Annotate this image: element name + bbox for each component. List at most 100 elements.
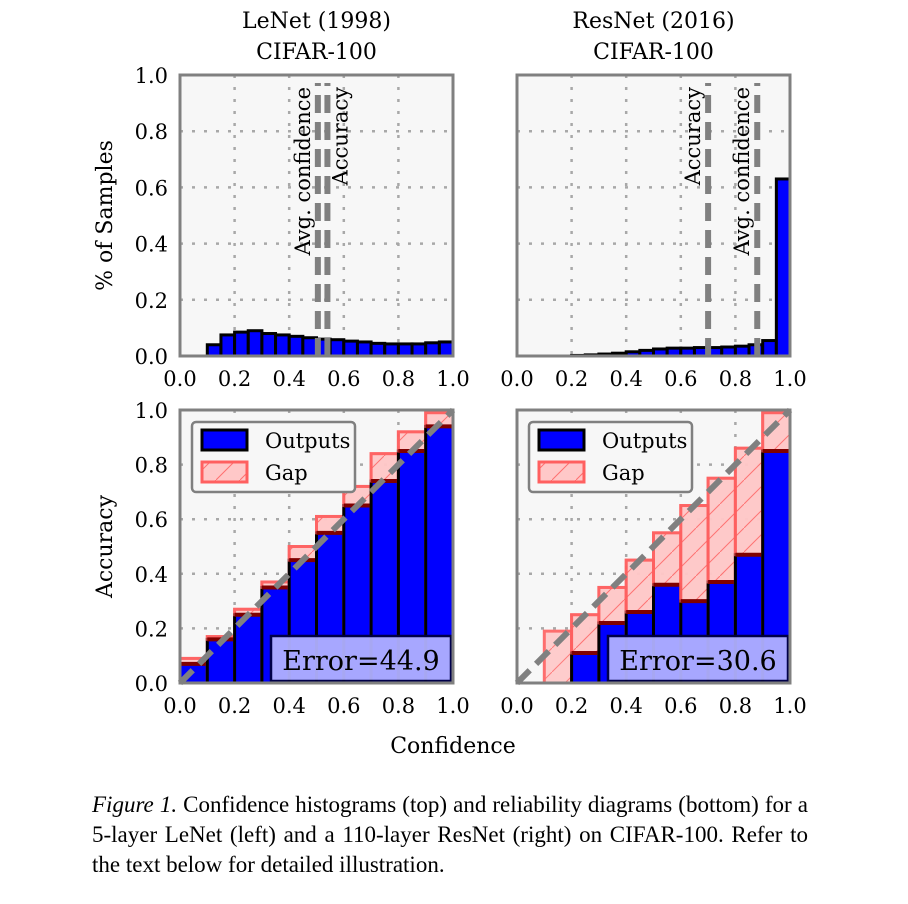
y-tick-label: 0.4 xyxy=(135,233,168,257)
gap-bar xyxy=(624,558,656,614)
vline-label: Accuracy xyxy=(328,87,352,187)
x-tick-label: 1.0 xyxy=(773,694,806,718)
y-tick-label: 0.8 xyxy=(135,454,168,478)
vline-label: Avg. confidence xyxy=(291,87,315,257)
panel-title: LeNet (1998) xyxy=(242,9,391,34)
histogram-bar xyxy=(410,342,428,358)
histogram-bar xyxy=(205,343,223,358)
panel-top-left: Avg. confidence Accuracy 0.0 0.2 0.4 0.6 0.8 1.… xyxy=(93,9,470,391)
panel-bottom-right: Outputs Gap Error=30.6 0.0 0.2 0.4 0.6 0.8 1.0 xyxy=(500,407,807,718)
x-tick-label: 0.2 xyxy=(555,694,588,718)
histogram-bar xyxy=(233,330,250,358)
x-tick-label: 0.8 xyxy=(382,694,415,718)
histogram-bar xyxy=(287,334,305,358)
histogram-bar xyxy=(328,338,346,358)
plot-frame xyxy=(178,408,455,685)
histogram-bar xyxy=(274,333,291,358)
plot-background xyxy=(517,75,790,356)
x-tick-label: 0.0 xyxy=(500,694,533,718)
y-axis-label: % of Samples xyxy=(93,140,118,291)
caption-label: Figure 1. xyxy=(92,792,178,817)
y-tick-label: 0.8 xyxy=(135,120,168,144)
histogram-bar xyxy=(301,336,319,358)
legend: Outputs Gap xyxy=(527,420,694,494)
x-tick-label: 0.4 xyxy=(609,694,642,718)
error-box xyxy=(269,634,453,683)
x-tick-label: 0.0 xyxy=(500,367,533,391)
x-tick-label: 0.8 xyxy=(382,367,415,391)
figure-caption: Figure 1. Confidence histograms (top) an… xyxy=(92,790,808,880)
x-tick-label: 0.4 xyxy=(609,367,642,391)
panel-bottom-left: Outputs Gap Error=44.9 0.0 0.2 0.4 0.6 0.8 1.0 0.… xyxy=(93,399,470,718)
x-axis-label: Confidence xyxy=(390,734,516,759)
y-tick-label: 1.0 xyxy=(135,399,168,423)
histogram-bar xyxy=(246,329,264,358)
y-tick-label: 0.0 xyxy=(135,672,168,696)
x-tick-label: 1.0 xyxy=(436,694,469,718)
y-tick-label: 0.0 xyxy=(135,345,168,369)
legend-gap-label: Gap xyxy=(265,461,308,485)
x-tick-label: 0.6 xyxy=(664,694,697,718)
panel-subtitle: CIFAR-100 xyxy=(593,40,714,65)
y-tick-label: 0.2 xyxy=(135,617,168,641)
histogram-bar xyxy=(219,333,237,358)
x-tick-label: 0.4 xyxy=(272,694,305,718)
histogram-bar xyxy=(369,341,387,358)
x-tick-label: 0.8 xyxy=(719,694,752,718)
plot-frame xyxy=(178,73,455,358)
histogram-bar xyxy=(355,340,373,358)
perfect-calibration-line xyxy=(177,407,456,686)
y-axis-label: Accuracy xyxy=(93,494,118,599)
legend-gap-swatch xyxy=(537,460,586,484)
x-tick-label: 0.6 xyxy=(664,367,697,391)
gap-bar xyxy=(679,504,710,603)
error-annotation: Error=30.6 xyxy=(619,646,776,677)
legend-outputs-label: Outputs xyxy=(265,429,350,453)
plot-frame xyxy=(515,73,792,358)
vline-label: Accuracy xyxy=(681,87,705,187)
panel-subtitle: CIFAR-100 xyxy=(256,40,377,65)
gap-bar xyxy=(706,476,737,584)
legend: Outputs Gap xyxy=(190,420,357,494)
x-tick-label: 0.4 xyxy=(272,367,305,391)
plot-frame xyxy=(515,408,792,685)
caption-text: Confidence histograms (top) and reliabil… xyxy=(92,792,808,877)
histogram-bar xyxy=(396,342,414,358)
x-tick-label: 0.2 xyxy=(218,694,251,718)
x-tick-label: 1.0 xyxy=(436,367,469,391)
x-tick-label: 0.8 xyxy=(719,367,752,391)
legend-gap-label: Gap xyxy=(602,461,645,485)
x-tick-label: 0.6 xyxy=(327,367,360,391)
x-tick-label: 0.0 xyxy=(163,367,196,391)
histogram-bar xyxy=(342,339,359,358)
gap-bar xyxy=(733,446,765,557)
legend-outputs-swatch xyxy=(537,428,586,452)
x-tick-label: 0.6 xyxy=(327,694,360,718)
histogram-bar xyxy=(383,342,400,358)
legend-gap-swatch xyxy=(200,460,249,484)
x-tick-label: 0.0 xyxy=(163,694,196,718)
histogram-bar xyxy=(761,339,778,358)
output-bar xyxy=(570,651,601,685)
x-tick-label: 1.0 xyxy=(773,367,806,391)
histogram-bar xyxy=(437,340,455,358)
x-tick-label: 0.2 xyxy=(218,367,251,391)
y-tick-label: 0.6 xyxy=(135,508,168,532)
y-tick-label: 0.2 xyxy=(135,289,168,313)
panel-top-right: Accuracy Avg. confidence 0.0 0.2 0.4 0.6 0.8 1.… xyxy=(500,9,806,391)
error-box xyxy=(606,634,790,683)
perfect-calibration-line xyxy=(514,407,793,686)
y-tick-label: 0.4 xyxy=(135,563,168,587)
panel-title: ResNet (2016) xyxy=(572,9,734,34)
y-tick-label: 1.0 xyxy=(135,64,168,88)
vline-label: Avg. confidence xyxy=(730,87,754,257)
y-tick-label: 0.6 xyxy=(135,176,168,200)
histogram-bar xyxy=(260,332,278,358)
x-tick-label: 0.2 xyxy=(555,367,588,391)
legend-outputs-label: Outputs xyxy=(602,429,687,453)
legend-outputs-swatch xyxy=(200,428,249,452)
histogram-bar xyxy=(424,341,441,358)
histogram-bar xyxy=(774,177,792,358)
error-annotation: Error=44.9 xyxy=(282,646,439,677)
